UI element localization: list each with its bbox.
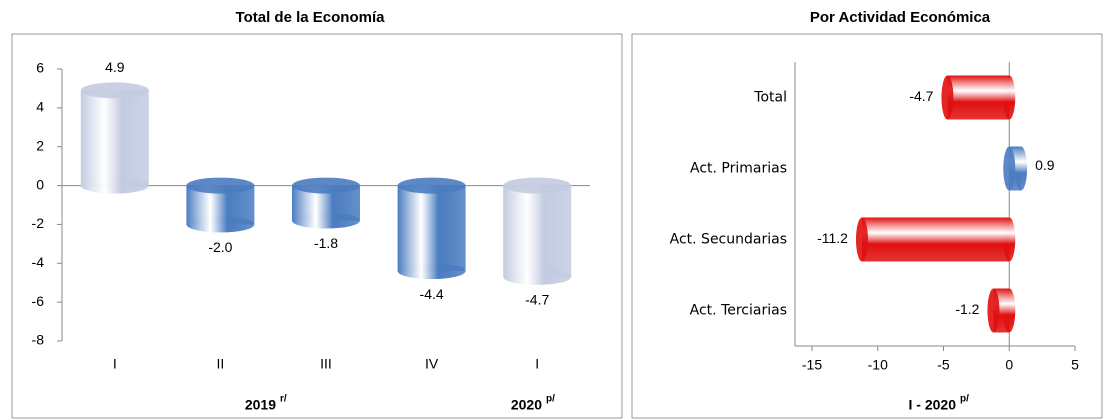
bar-cap: [855, 217, 868, 262]
x-tick-label: IV: [425, 356, 439, 372]
bar-cap: [987, 288, 1000, 333]
y-tick-label: 4: [36, 99, 44, 115]
x-tick-label: -10: [868, 357, 888, 373]
data-label: 0.9: [1035, 157, 1055, 173]
x-axis-label: I - 2020: [909, 397, 957, 413]
x-group-label: 2020: [511, 397, 542, 413]
y-tick-label: -4: [32, 254, 45, 270]
x-axis-label-note: p/: [960, 394, 969, 405]
data-label: -1.2: [955, 301, 979, 317]
x-tick-label: -15: [802, 357, 822, 373]
bar: [80, 90, 149, 186]
data-label: -11.2: [817, 230, 848, 246]
chart-title: Por Actividad Económica: [810, 9, 991, 26]
x-tick-label: -5: [937, 357, 950, 373]
bar: [861, 217, 1010, 262]
bar: [947, 75, 1010, 120]
y-tick-label: -2: [32, 215, 45, 231]
x-group-note: p/: [546, 394, 555, 405]
x-tick-label: I: [113, 356, 117, 372]
data-label: -4.7: [525, 292, 549, 308]
bar: [503, 185, 572, 277]
chart-title: Total de la Economía: [236, 9, 386, 26]
x-tick-label: I: [535, 356, 539, 372]
y-tick-label: Act. Primarias: [690, 161, 787, 177]
bar-cap: [1003, 146, 1016, 191]
bar-cap: [397, 177, 466, 194]
data-label: -4.7: [909, 88, 933, 104]
x-group-label: 2019: [245, 397, 276, 413]
y-tick-label: Act. Secundarias: [670, 232, 787, 248]
y-tick-label: Total: [753, 90, 787, 106]
y-tick-label: -6: [32, 293, 45, 309]
x-tick-label: II: [217, 356, 225, 372]
y-tick-label: Act. Terciarias: [690, 303, 787, 319]
data-label: -1.8: [314, 235, 338, 251]
y-tick-label: 0: [36, 176, 44, 192]
bar-cap: [941, 75, 954, 120]
data-label: 4.9: [105, 59, 125, 75]
bar-cap: [80, 82, 149, 99]
data-label: -2.0: [208, 239, 232, 255]
bar-cap: [503, 177, 572, 194]
bar-cap: [186, 177, 255, 194]
y-tick-label: 2: [36, 137, 44, 153]
x-group-note: r/: [280, 394, 287, 405]
x-tick-label: 5: [1071, 357, 1079, 373]
data-label: -4.4: [420, 286, 444, 302]
x-tick-label: III: [320, 356, 332, 372]
bar-cap: [292, 177, 360, 194]
y-tick-label: 6: [36, 60, 44, 76]
bar: [397, 185, 466, 272]
y-tick-label: -8: [32, 332, 45, 348]
x-tick-label: 0: [1005, 357, 1013, 373]
